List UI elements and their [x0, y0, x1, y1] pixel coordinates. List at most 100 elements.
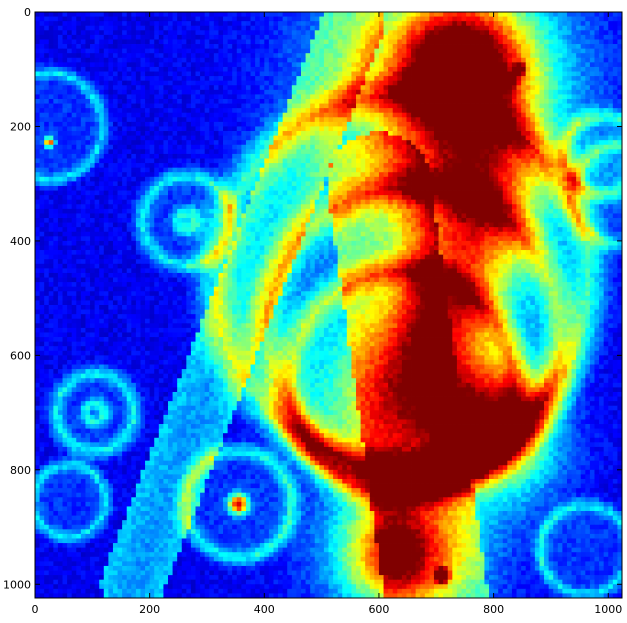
heatmap-cell [498, 108, 504, 114]
heatmap-cell [420, 149, 426, 155]
heatmap-cell [511, 185, 517, 191]
heatmap-cell [291, 131, 297, 137]
heatmap-cell [374, 103, 380, 109]
heatmap-cell [534, 48, 540, 54]
heatmap-cell [140, 39, 146, 45]
heatmap-cell [585, 66, 591, 72]
heatmap-cell [323, 126, 329, 132]
heatmap-cell [140, 126, 146, 132]
heatmap-cell [223, 21, 229, 27]
heatmap-cell [273, 48, 279, 54]
heatmap-cell [227, 149, 233, 155]
heatmap-cell [479, 57, 485, 63]
heatmap-cell [360, 16, 366, 22]
heatmap-cell [594, 44, 600, 50]
heatmap-cell [227, 181, 233, 187]
heatmap-cell [195, 117, 201, 123]
heatmap-cell [319, 62, 325, 68]
heatmap-cell [67, 25, 73, 31]
heatmap-cell [617, 126, 623, 132]
heatmap-cell [534, 98, 540, 104]
heatmap-cell [223, 163, 229, 169]
heatmap-cell [122, 89, 128, 95]
heatmap-cell [489, 135, 494, 141]
heatmap-cell [122, 57, 128, 63]
heatmap-cell [429, 126, 435, 132]
heatmap-cell [429, 167, 435, 173]
heatmap-cell [571, 39, 577, 45]
heatmap-cell [534, 53, 540, 59]
heatmap-cell [278, 30, 284, 36]
heatmap-cell [145, 167, 151, 173]
heatmap-cell [511, 158, 517, 164]
heatmap-cell [539, 85, 545, 91]
heatmap-cell [378, 62, 384, 68]
heatmap-cell [135, 153, 141, 159]
heatmap-cell [319, 16, 325, 22]
heatmap-cell [200, 121, 206, 127]
heatmap-cell [122, 121, 128, 127]
heatmap-cell [80, 153, 86, 159]
heatmap-cell [392, 117, 398, 123]
heatmap-cell [397, 62, 403, 68]
heatmap-cell [149, 167, 155, 173]
heatmap-cell [548, 158, 554, 164]
heatmap-cell [291, 44, 297, 50]
heatmap-cell [576, 140, 582, 146]
heatmap-cell [466, 80, 472, 86]
heatmap-cell [571, 94, 577, 100]
heatmap-cell [80, 103, 86, 109]
heatmap-cell [511, 108, 517, 114]
heatmap-cell [397, 21, 403, 27]
heatmap-cell [516, 39, 522, 45]
heatmap-cell [154, 12, 160, 17]
heatmap-cell [167, 108, 173, 114]
heatmap-cell [126, 30, 132, 36]
heatmap-cell [328, 98, 334, 104]
heatmap-cell [278, 144, 284, 150]
heatmap-cell [177, 144, 183, 150]
heatmap-cell [154, 39, 160, 45]
heatmap-cell [443, 140, 449, 146]
heatmap-cell [580, 98, 586, 104]
heatmap-cell [76, 144, 82, 150]
heatmap-cell [209, 121, 215, 127]
heatmap-cell [99, 62, 105, 68]
heatmap-cell [305, 76, 311, 82]
heatmap-cell [466, 71, 472, 77]
heatmap-cell [443, 80, 449, 86]
heatmap-cell [291, 181, 297, 187]
heatmap-cell [245, 103, 251, 109]
heatmap-cell [443, 98, 449, 104]
heatmap-cell [438, 153, 444, 159]
heatmap-cell [236, 126, 242, 132]
heatmap-cell [557, 131, 563, 137]
heatmap-cell [227, 126, 233, 132]
heatmap-cell [429, 163, 435, 169]
heatmap-cell [35, 62, 40, 68]
heatmap-cell [397, 103, 403, 109]
heatmap-cell [300, 30, 306, 36]
heatmap-cell [498, 176, 504, 182]
heatmap-cell [181, 181, 187, 187]
heatmap-cell [447, 121, 453, 127]
heatmap-cell [259, 117, 265, 123]
heatmap-cell [356, 62, 362, 68]
heatmap-cell [177, 176, 183, 182]
heatmap-cell [608, 98, 614, 104]
heatmap-cell [103, 85, 109, 91]
heatmap-cell [438, 158, 444, 164]
heatmap-cell [310, 12, 316, 17]
heatmap-cell [516, 121, 522, 127]
heatmap-cell [300, 62, 306, 68]
heatmap-cell [433, 80, 439, 86]
heatmap-cell [140, 98, 146, 104]
heatmap-cell [470, 62, 476, 68]
heatmap-cell [388, 140, 394, 146]
heatmap-cell [539, 39, 545, 45]
heatmap-cell [177, 34, 183, 40]
heatmap-cell [186, 117, 192, 123]
heatmap-cell [314, 149, 320, 155]
heatmap-cell [154, 66, 160, 72]
heatmap-cell [374, 117, 380, 123]
